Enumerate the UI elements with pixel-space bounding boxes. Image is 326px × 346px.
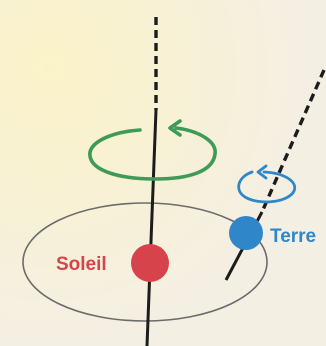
sun-label: Soleil — [56, 254, 107, 275]
earth-rotation-arrow-icon — [237, 164, 297, 204]
sun-axis-solid-segment — [145, 109, 158, 346]
earth-label: Terre — [270, 226, 316, 247]
earth-icon — [229, 216, 263, 250]
sun-rotation-arrow-icon — [88, 119, 217, 181]
earth-orbit-ellipse — [22, 202, 268, 322]
sun-icon — [131, 244, 169, 282]
